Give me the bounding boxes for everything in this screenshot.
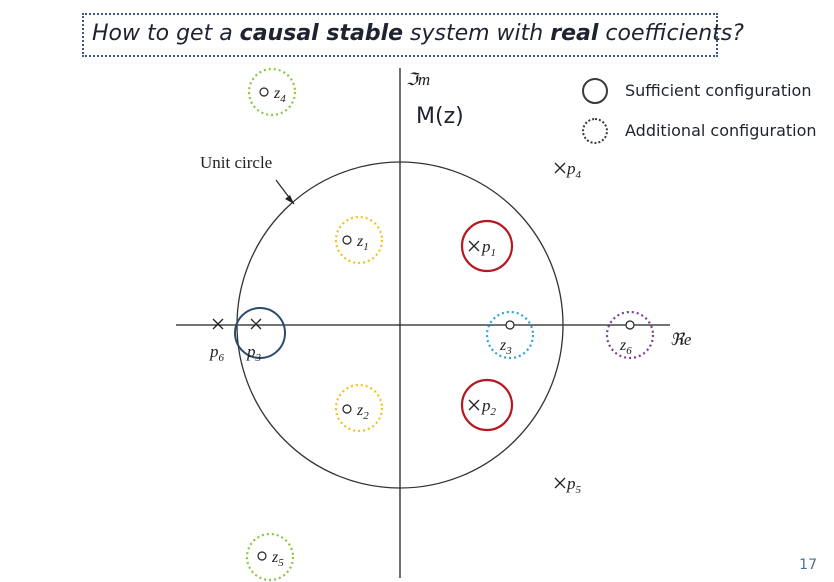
imaginary-axis-label: ℑm: [406, 70, 430, 89]
pole-p1-label: p1: [481, 237, 496, 259]
zero-z3-mark: [505, 320, 515, 330]
zero-z5-label: z5: [271, 549, 284, 569]
z3-highlight-circle: [485, 310, 535, 360]
pole-p4-mark: [554, 162, 566, 174]
zero-z6-mark: [625, 320, 635, 330]
zero-z2-mark: [342, 404, 352, 414]
pole-p6-label: p6: [209, 342, 225, 364]
question-bold-causal-stable: causal stable: [239, 21, 404, 46]
zero-z1-mark: [342, 235, 352, 245]
dotted-circle-icon: [582, 118, 608, 144]
z5-highlight-circle: [245, 532, 295, 582]
real-axis-label: ℜe: [670, 330, 692, 349]
p1-highlight-circle: [460, 219, 514, 273]
pole-p3-label: p3: [246, 342, 262, 364]
question-middle: system with: [403, 21, 551, 46]
z2-highlight-circle: [334, 383, 384, 433]
pole-p5-mark: [554, 477, 566, 489]
z4-highlight-circle: [247, 67, 297, 117]
pole-p5-label: p5: [566, 474, 582, 496]
pole-p6-mark: [212, 318, 224, 330]
pole-p3-mark: [250, 318, 262, 330]
question-suffix: coefficients?: [598, 21, 744, 46]
zero-z2-label: z2: [356, 402, 369, 422]
pole-p2-label: p2: [481, 396, 497, 418]
unit-circle-pointer-arrowhead: [285, 195, 294, 204]
legend-additional-label: Additional configuration: [625, 121, 817, 140]
zero-z1-label: z1: [356, 233, 369, 253]
question-bold-real: real: [550, 21, 599, 46]
page-number: 17: [799, 557, 817, 573]
zero-z4-label: z4: [273, 85, 286, 105]
zero-z3-label: z3: [499, 337, 512, 357]
function-label: M(z): [416, 104, 464, 129]
z6-highlight-circle: [605, 310, 655, 360]
pole-p1-mark: [468, 240, 480, 252]
pole-p4-label: p4: [566, 159, 582, 181]
pole-p2-mark: [468, 399, 480, 411]
zero-z5-mark: [257, 551, 267, 561]
solid-circle-icon: [582, 78, 608, 104]
z1-highlight-circle: [334, 215, 384, 265]
p2-highlight-circle: [460, 378, 514, 432]
zero-z4-mark: [259, 87, 269, 97]
question-prefix: How to get a: [92, 21, 240, 46]
zero-z6-label: z6: [619, 337, 632, 357]
legend-sufficient-label: Sufficient configuration: [625, 81, 812, 100]
question-box: How to get a causal stable system with r…: [82, 13, 744, 57]
p3-highlight-circle: [234, 307, 286, 359]
unit-circle-label: Unit circle: [200, 153, 272, 172]
